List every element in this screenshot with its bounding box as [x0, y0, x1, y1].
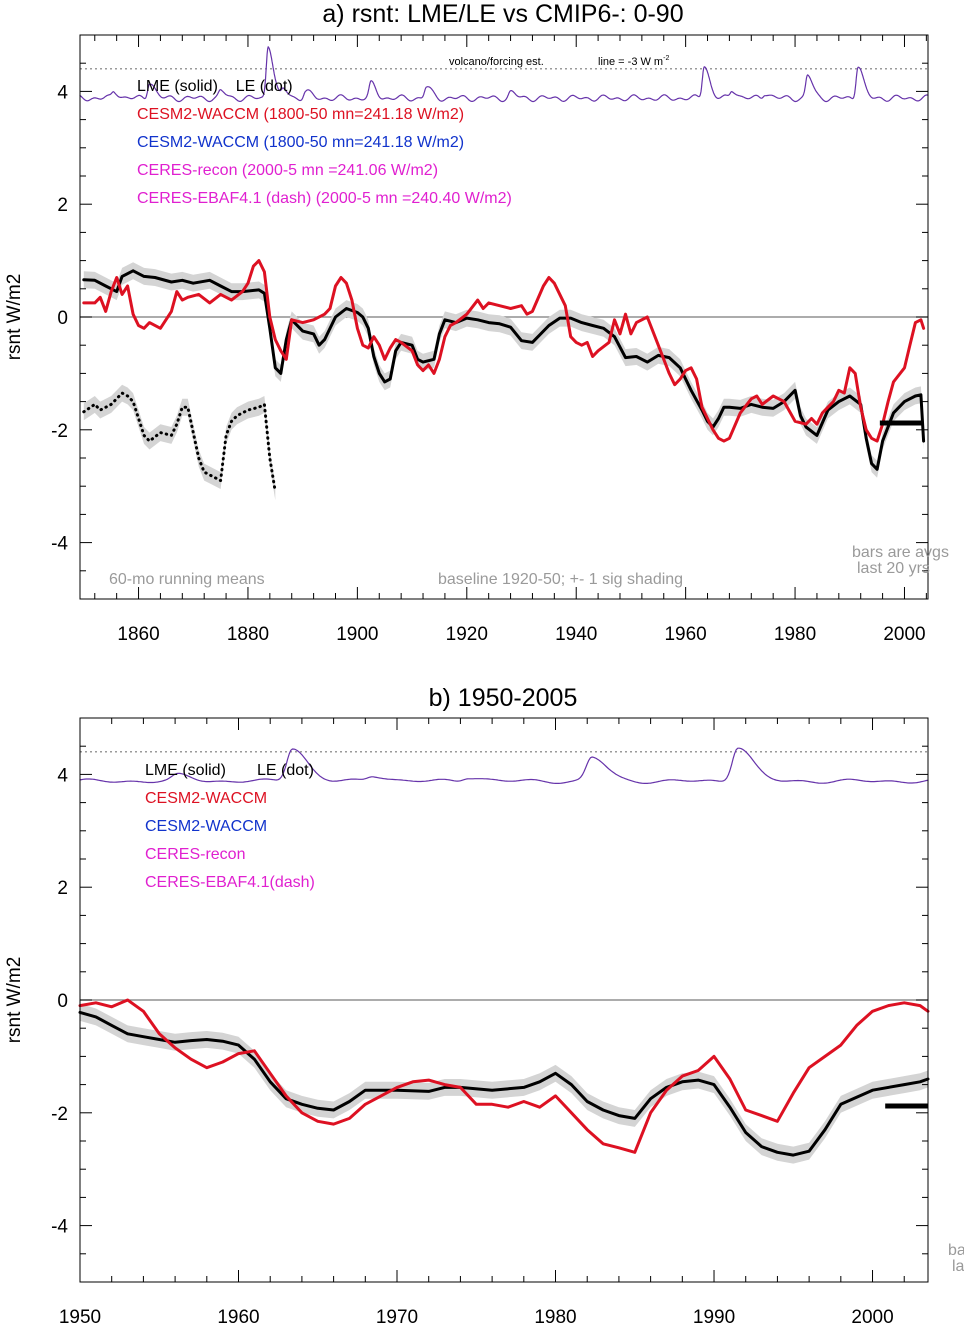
x-tick-label-a: 1920 [446, 624, 488, 645]
x-tick-label-a: 1960 [664, 624, 706, 645]
x-tick-label-b: 1990 [693, 1307, 735, 1325]
legend-a: LME (solid) LE (dot) CESM2-WACCM (1800-5… [137, 78, 512, 207]
x-tick-label-a: 1880 [227, 624, 269, 645]
forcing-line-a [79, 46, 929, 103]
panel-b: b) 1950-2005 -4 -2 0 2 4 1950 1960 1970 1980 199… [4, 684, 964, 1325]
y-tick-label-b: -4 [51, 1217, 68, 1238]
le-dotted-line-a [82, 391, 277, 494]
x-ticks-a: 1860 1880 1900 1920 1940 1960 1980 2000 [94, 35, 927, 645]
x-tick-label-a: 1940 [555, 624, 597, 645]
bars-note-a-line1: bars are avgs [852, 544, 949, 561]
legend-b-item-3: CERES-recon [145, 846, 245, 863]
y-ticks-b: -4 -2 0 2 4 [51, 717, 928, 1283]
x-tick-label-b: 1970 [376, 1307, 418, 1325]
legend-a-item-1: CESM2-WACCM (1800-50 mn=241.18 W/m2) [137, 106, 464, 123]
legend-b-item-2: CESM2-WACCM [145, 818, 267, 835]
legend-a-item-4: CERES-EBAF4.1 (dash) (2000-5 mn =240.40 … [137, 190, 512, 207]
bars-note-a-line2: last 20 yrs [857, 560, 930, 577]
lme-line-b [78, 1010, 930, 1157]
x-tick-label-b: 1960 [217, 1307, 259, 1325]
legend-a-item-3: CERES-recon (2000-5 mn =241.06 W/m2) [137, 162, 438, 179]
plot-area-a [79, 46, 929, 501]
x-tick-label-a: 1980 [774, 624, 816, 645]
cesm2-waccm-line-a [82, 259, 926, 443]
sigma-shading-a-0 [83, 262, 924, 478]
sigma-shading-a-1 [83, 384, 276, 501]
legend-b-item-4: CERES-EBAF4.1(dash) [145, 874, 315, 891]
volcano-label-a: volcano/forcing est. [449, 56, 544, 68]
x-tick-label-a: 1900 [336, 624, 378, 645]
bars-note-b-line1: ba [948, 1242, 964, 1259]
y-tick-label-a: -2 [51, 421, 68, 442]
y-tick-label-a: 2 [57, 195, 68, 216]
x-tick-label-a: 2000 [883, 624, 925, 645]
x-tick-label-a: 1860 [117, 624, 159, 645]
y-tick-label-a: 4 [57, 82, 68, 103]
y-tick-label-a: 0 [57, 308, 68, 329]
y-ticks-a: -4 -2 0 2 4 [51, 34, 928, 600]
chart-a-title: a) rsnt: LME/LE vs CMIP6-: 0-90 [322, 0, 683, 28]
y-tick-label-b: 0 [57, 991, 68, 1012]
y-axis-label-a: rsnt W/m2 [4, 274, 25, 361]
y-tick-label-b: 4 [57, 765, 68, 786]
legend-b-item-0: LME (solid) LE (dot) [145, 762, 314, 779]
legend-b-item-1: CESM2-WACCM [145, 790, 267, 807]
chart-b-title: b) 1950-2005 [429, 684, 578, 712]
running-means-label: 60-mo running means [109, 571, 265, 588]
legend-b: LME (solid) LE (dot) CESM2-WACCM CESM2-W… [145, 762, 315, 891]
line-label-a: line = -3 W m-2 [598, 55, 669, 68]
panel-a: a) rsnt: LME/LE vs CMIP6-: 0-90 -4-2024 … [4, 0, 949, 645]
y-tick-label-b: 2 [57, 878, 68, 899]
y-axis-label-b: rsnt W/m2 [4, 957, 25, 1044]
y-tick-label-a: -4 [51, 534, 68, 555]
x-tick-label-b: 2000 [851, 1307, 893, 1325]
sigma-shading-b-0 [80, 1003, 928, 1164]
x-ticks-b: 1950 1960 1970 1980 1990 2000 [59, 718, 905, 1325]
bars-note-b-line2: la [952, 1258, 964, 1275]
x-tick-label-b: 1980 [534, 1307, 576, 1325]
cesm2-waccm-line-b [78, 998, 930, 1154]
legend-a-item-0: LME (solid) LE (dot) [137, 78, 293, 95]
lme-line-a [82, 269, 926, 471]
forcing-line-b [79, 747, 929, 784]
y-tick-label-b: -2 [51, 1104, 68, 1125]
baseline-label: baseline 1920-50; +- 1 sig shading [438, 571, 683, 588]
legend-a-item-2: CESM2-WACCM (1800-50 mn=241.18 W/m2) [137, 134, 464, 151]
x-tick-label-b: 1950 [59, 1307, 101, 1325]
plot-area-b [78, 747, 930, 1164]
